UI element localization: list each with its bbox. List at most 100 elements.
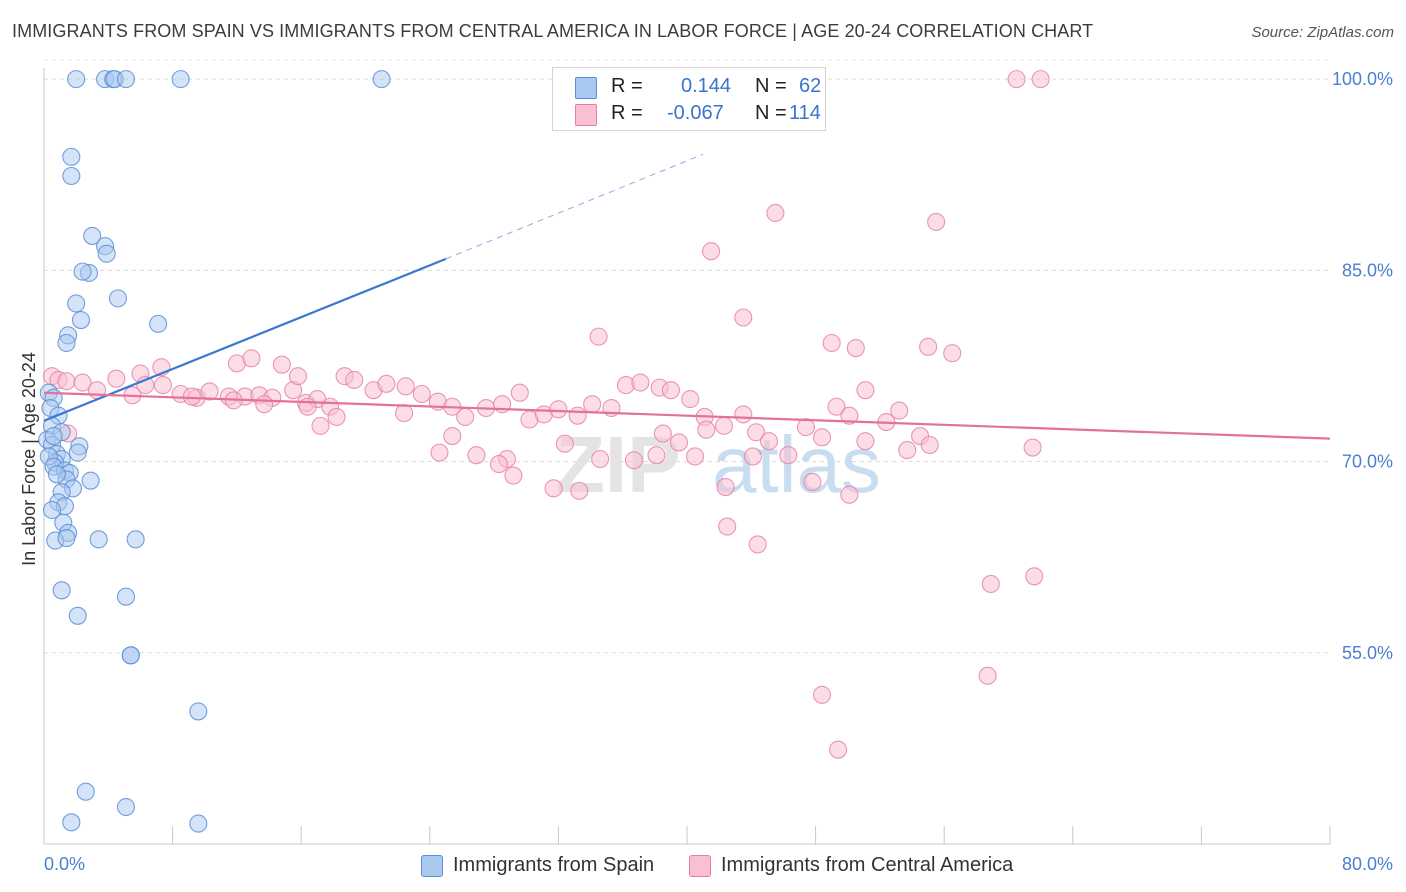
series-spain [38, 70, 391, 833]
point-central-america [748, 535, 767, 554]
point-central-america [718, 517, 737, 536]
y-axis-label: In Labor Force | Age 20-24 [19, 352, 39, 566]
point-central-america [153, 376, 173, 395]
legend-n-label: N = [755, 102, 787, 124]
point-central-america [647, 446, 666, 465]
legend-n-value-central-america: 114 [789, 102, 821, 124]
point-spain [67, 294, 86, 313]
point-central-america [298, 397, 317, 416]
point-central-america [943, 344, 962, 363]
point-spain [108, 289, 127, 308]
series-legend: Immigrants from Spain Immigrants from Ce… [0, 850, 1406, 880]
point-central-america [430, 443, 449, 462]
point-spain [62, 166, 81, 186]
point-spain [89, 530, 108, 549]
y-tick-label: 70.0% [1342, 452, 1393, 472]
legend-label-central-america: Immigrants from Central America [721, 854, 1014, 876]
point-central-america [779, 446, 798, 465]
point-central-america [716, 478, 735, 497]
point-central-america [856, 381, 875, 400]
trend-line-spain [43, 257, 447, 422]
point-spain [73, 262, 92, 281]
point-central-america [803, 472, 822, 492]
point-spain [47, 465, 66, 484]
point-central-america [981, 574, 1000, 593]
point-central-america [702, 242, 721, 261]
point-spain [68, 443, 87, 462]
point-central-america [544, 479, 563, 498]
point-central-america [1023, 438, 1042, 457]
point-spain [126, 530, 145, 549]
point-central-america [978, 666, 997, 685]
point-central-america [1031, 70, 1050, 89]
point-spain [116, 797, 136, 817]
point-spain [67, 70, 86, 89]
point-central-america [669, 433, 689, 452]
point-spain [97, 244, 116, 263]
point-central-america [681, 390, 700, 409]
chart-title: IMMIGRANTS FROM SPAIN VS IMMIGRANTS FROM… [12, 21, 1094, 41]
stats-legend: R = 0.144 N = 62 R = -0.067 N = 114 [552, 67, 826, 131]
point-central-america [107, 369, 126, 388]
point-central-america [743, 447, 762, 466]
point-spain [76, 782, 95, 801]
y-tick-label: 85.0% [1342, 260, 1393, 280]
point-central-america [73, 373, 92, 392]
point-spain [71, 311, 91, 330]
x-tick-label: 80.0% [1342, 854, 1393, 874]
point-central-america [734, 405, 753, 424]
point-central-america [714, 416, 734, 435]
point-spain [171, 70, 190, 89]
point-central-america [827, 397, 846, 416]
point-spain [62, 147, 81, 166]
point-central-america [822, 333, 841, 353]
point-central-america [396, 377, 415, 396]
point-central-america [456, 407, 475, 426]
point-central-america [242, 349, 261, 368]
point-central-america [697, 420, 716, 439]
legend-swatch-spain [421, 855, 443, 877]
point-central-america [766, 203, 785, 223]
point-central-america [661, 381, 680, 400]
point-central-america [856, 432, 875, 451]
trend-lines [43, 153, 1331, 440]
point-central-america [624, 451, 644, 470]
point-central-america [504, 466, 523, 485]
point-central-america [846, 339, 865, 358]
point-spain [52, 581, 71, 600]
point-central-america [589, 327, 608, 346]
point-spain [83, 226, 102, 245]
point-central-america [182, 387, 201, 406]
point-central-america [1025, 567, 1044, 586]
point-central-america [796, 418, 816, 437]
point-central-america [685, 447, 705, 466]
point-spain [121, 646, 140, 665]
legend-r-label: R = [611, 102, 643, 124]
point-central-america [570, 481, 589, 500]
point-central-america [467, 446, 486, 465]
point-central-america [840, 485, 859, 504]
legend-r-value-spain: 0.144 [681, 75, 732, 97]
point-spain [62, 813, 81, 832]
legend-r-label: R = [611, 75, 643, 97]
point-central-america [443, 427, 462, 446]
point-central-america [829, 740, 848, 759]
legend-n-label: N = [755, 75, 787, 97]
legend-n-value-spain: 62 [799, 75, 822, 97]
point-spain [68, 606, 87, 625]
point-central-america [395, 404, 414, 423]
point-spain [44, 427, 63, 446]
x-tick-label: 0.0% [44, 854, 85, 874]
trend-line-spain-extension [445, 153, 704, 260]
point-spain [116, 70, 136, 89]
point-central-america [568, 406, 587, 425]
tick-labels: 55.0% 70.0% 85.0% 100.0% 0.0% 80.0% [44, 69, 1393, 874]
point-central-america [345, 370, 364, 390]
y-tick-label: 100.0% [1332, 69, 1393, 89]
point-central-america [311, 416, 330, 435]
point-central-america [510, 383, 529, 402]
point-central-america [489, 455, 508, 474]
y-tick-label: 55.0% [1342, 643, 1393, 663]
point-spain [189, 814, 208, 833]
point-central-america [200, 382, 219, 401]
